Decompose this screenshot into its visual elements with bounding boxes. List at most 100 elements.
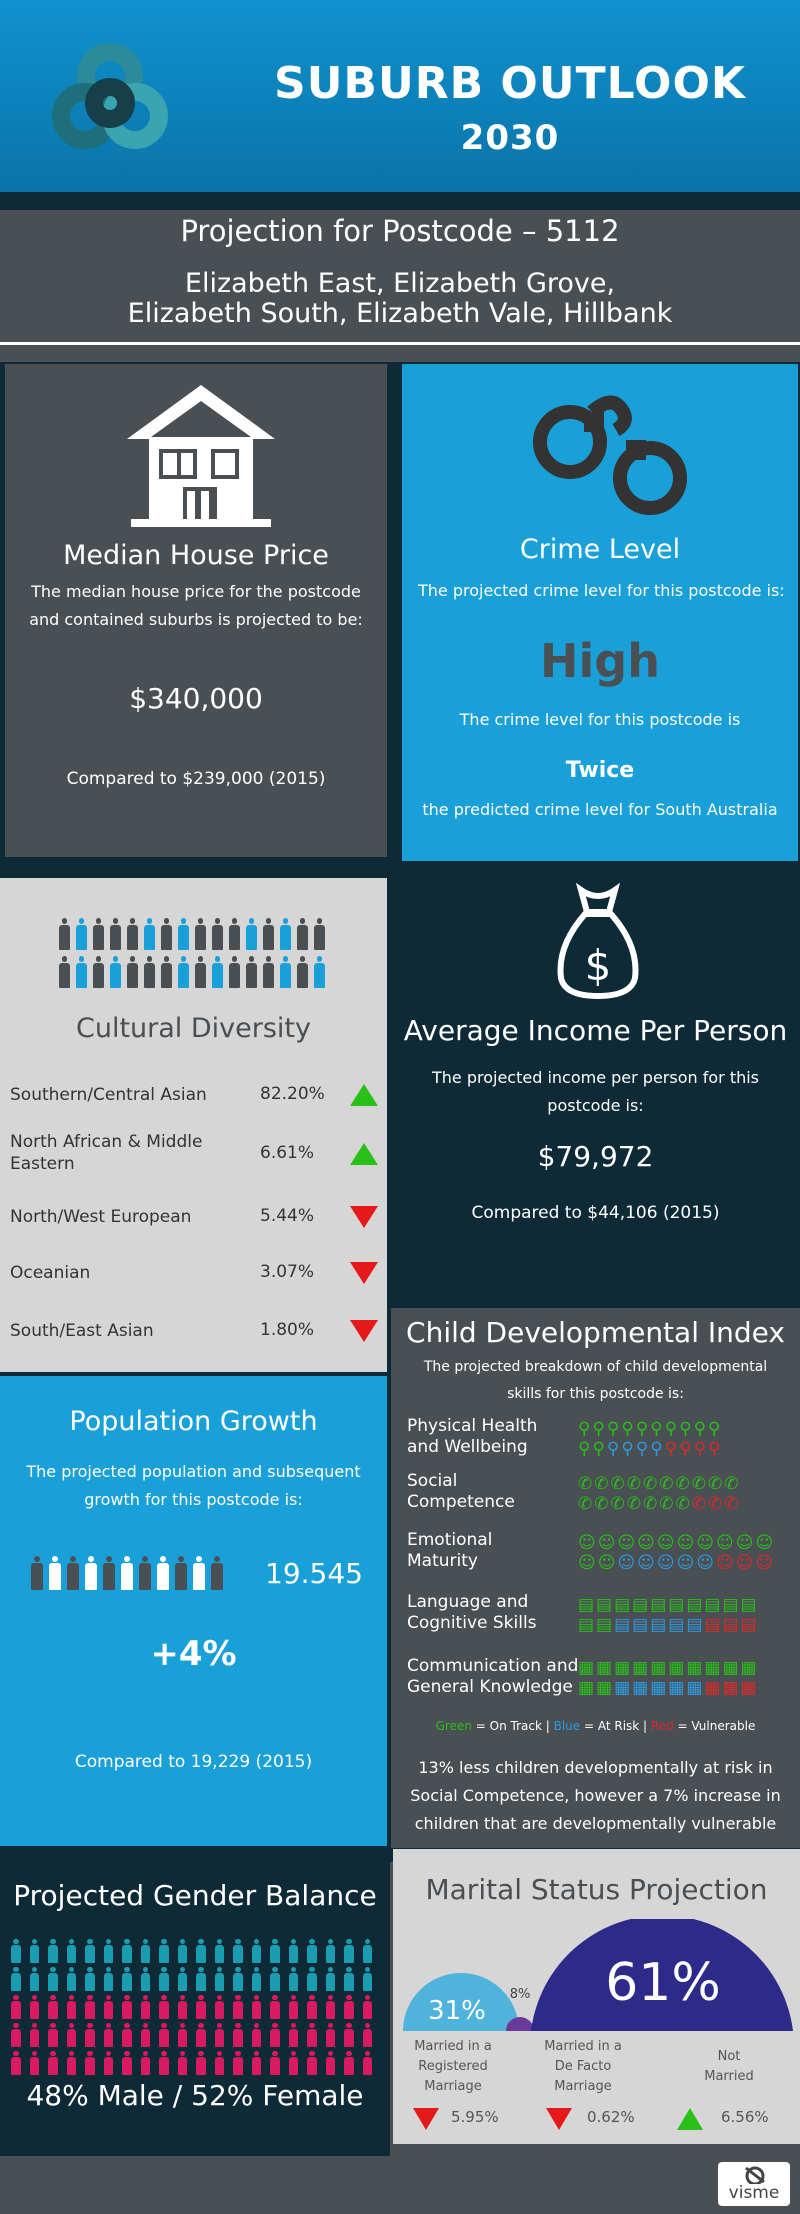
visme-logo[interactable]: visme [718, 2162, 790, 2206]
suburbs-line-2: Elizabeth South, Elizabeth Vale, Hillban… [127, 298, 673, 329]
crime-description-2: The crime level for this postcode is [459, 710, 741, 729]
person-icon [160, 918, 173, 950]
person-icon [84, 1967, 96, 1991]
skill-label: Social Competence [407, 1471, 515, 1513]
population-growth: +4% [150, 1634, 237, 1674]
person-icon [279, 918, 292, 950]
skill-label-line: Communication and [407, 1656, 579, 1676]
person-icon [29, 1995, 41, 2019]
skill-label: Physical Health and Wellbeing [407, 1416, 537, 1458]
person-icon [177, 1967, 189, 1991]
book-icon: ▤▤▤▤▤▤▤▤▤▤ [578, 1615, 759, 1635]
person-icon [121, 1995, 133, 2019]
ethnicity-label: South/East Asian [10, 1321, 154, 1341]
person-icon [158, 2023, 170, 2047]
person-icon [194, 918, 207, 950]
skill-label: Language and Cognitive Skills [407, 1592, 537, 1634]
crime-description: The projected crime level for this postc… [418, 581, 785, 600]
population-compare: Compared to 19,229 (2015) [74, 1752, 313, 1772]
income-value: $79,972 [537, 1140, 654, 1173]
person-icon [343, 2023, 355, 2047]
person-icon [29, 2051, 41, 2075]
legend-red: Red [650, 1719, 674, 1733]
person-icon [288, 2051, 300, 2075]
income-compare: Compared to $44,106 (2015) [471, 1203, 720, 1223]
trend-up-icon [350, 1084, 378, 1106]
person-icon [251, 1939, 263, 1963]
handcuffs-icon [533, 395, 687, 515]
person-icon [84, 1556, 98, 1590]
person-icon [103, 1939, 115, 1963]
person-icon [75, 956, 88, 988]
person-icon [47, 1995, 59, 2019]
person-icon [103, 2051, 115, 2075]
person-icon [192, 1556, 206, 1590]
svg-text:$: $ [585, 941, 612, 990]
visme-mark-icon [745, 2166, 765, 2184]
person-icon [103, 1967, 115, 1991]
not-married-semicircle [531, 1919, 793, 2031]
person-icon [138, 1556, 152, 1590]
person-icon [10, 2023, 22, 2047]
person-icon [296, 956, 309, 988]
not-married-pct: 61% [605, 1953, 721, 2013]
marital-label: Married in a Registered Marriage [403, 2037, 503, 2097]
person-icon [66, 2051, 78, 2075]
person-icon [232, 1995, 244, 2019]
person-icon [362, 1967, 374, 1991]
person-icon [251, 1995, 263, 2019]
person-icon [109, 918, 122, 950]
book-icon: ▤▤▤▤▤▤▤▤▤▤ [578, 1595, 759, 1615]
person-icon [143, 918, 156, 950]
person-icon [47, 1939, 59, 1963]
person-icon [211, 956, 224, 988]
registered-semicircle [403, 1973, 519, 2031]
person-icon [288, 1939, 300, 1963]
person-icon [313, 956, 326, 988]
people-group-icon [58, 918, 328, 990]
trend-down-icon [350, 1262, 378, 1284]
person-icon [245, 956, 258, 988]
legend-green: Green [435, 1719, 472, 1733]
legend-text: = At Risk | [580, 1719, 651, 1733]
gender-title: Projected Gender Balance [13, 1879, 377, 1912]
person-icon [325, 2023, 337, 2047]
person-icon [109, 956, 122, 988]
skill-label-line: and Wellbeing [407, 1437, 528, 1457]
person-icon [158, 1967, 170, 1991]
skill-label: Emotional Maturity [407, 1530, 492, 1572]
person-icon [194, 956, 207, 988]
person-icon [313, 918, 326, 950]
average-income-card: $ Average Income Per Person The projecte… [391, 878, 800, 1308]
person-icon [362, 1995, 374, 2019]
notepad-icon: ▦▦▦▦▦▦▦▦▦▦ [578, 1658, 759, 1678]
person-icon [47, 2023, 59, 2047]
child-developmental-card: Child Developmental Index The projected … [391, 1308, 800, 1848]
person-icon [262, 918, 275, 950]
cultural-diversity-card: Cultural Diversity Southern/Central Asia… [0, 878, 387, 1372]
person-icon [288, 2023, 300, 2047]
legend-text: = Vulnerable [673, 1719, 756, 1733]
income-description: The projected income per person for this… [431, 1068, 760, 1115]
house-description: The median house price for the postcode … [29, 582, 363, 629]
person-icon [269, 2051, 281, 2075]
person-icon [66, 1967, 78, 1991]
person-icon [126, 956, 139, 988]
trend-up-icon [350, 1143, 378, 1165]
smiley-icon: ☺☺☺☺☺☺☺☺☺☺ [578, 1553, 776, 1573]
person-icon [10, 1939, 22, 1963]
person-icon [177, 2023, 189, 2047]
person-icon [269, 1967, 281, 1991]
trend-down-icon [413, 2108, 439, 2130]
legend-text: = On Track | [471, 1719, 554, 1733]
page-title: SUBURB OUTLOOK [274, 58, 746, 109]
ethnicity-value: 1.80% [260, 1320, 315, 1340]
person-icon [279, 956, 292, 988]
person-icon [177, 918, 190, 950]
skill-label-line: Maturity [407, 1551, 478, 1571]
person-icon [232, 2051, 244, 2075]
person-icon [210, 1556, 224, 1590]
person-icon [121, 2051, 133, 2075]
person-icon [48, 1556, 62, 1590]
person-icon [75, 918, 88, 950]
